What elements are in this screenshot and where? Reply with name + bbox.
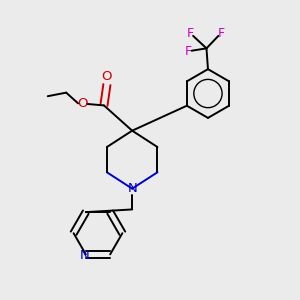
Text: O: O: [77, 98, 88, 110]
Text: F: F: [187, 27, 194, 40]
Text: N: N: [127, 182, 137, 195]
Text: O: O: [102, 70, 112, 83]
Text: F: F: [218, 27, 225, 40]
Text: F: F: [185, 45, 192, 58]
Text: N: N: [80, 249, 89, 262]
